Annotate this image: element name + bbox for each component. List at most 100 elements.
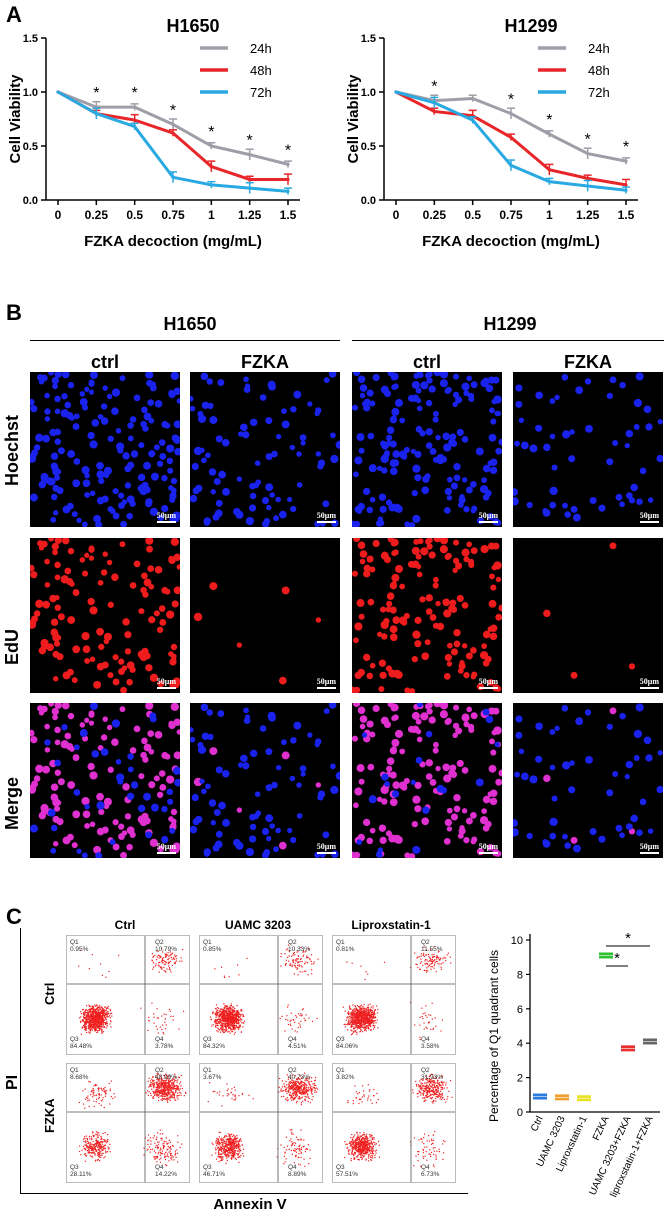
event-dot	[439, 963, 441, 965]
edu-nucleus	[149, 673, 159, 682]
edu-nucleus	[408, 688, 416, 693]
nucleus	[133, 394, 141, 402]
edu-nucleus	[443, 672, 451, 680]
event-dot	[160, 1085, 162, 1087]
nucleus	[379, 505, 387, 513]
event-dot	[442, 962, 444, 964]
event-dot	[367, 973, 369, 975]
event-dot	[99, 1024, 101, 1026]
event-dot	[96, 1143, 98, 1145]
event-dot	[84, 1137, 86, 1140]
event-dot	[433, 955, 436, 958]
nucleus	[192, 487, 200, 495]
nucleus	[455, 396, 463, 404]
event-dot	[97, 1158, 99, 1161]
quadrant-name: Q1	[336, 939, 345, 946]
event-dot	[450, 962, 452, 964]
event-dot	[363, 1003, 365, 1006]
event-dot	[87, 1017, 89, 1019]
event-dot	[360, 1012, 362, 1014]
event-dot	[84, 1149, 86, 1151]
event-dot	[106, 1139, 108, 1141]
event-dot	[346, 1024, 348, 1026]
event-dot	[233, 1033, 235, 1035]
event-dot	[156, 1092, 159, 1094]
event-dot	[164, 1084, 166, 1086]
event-dot	[168, 1008, 171, 1011]
nucleus	[145, 703, 154, 710]
event-dot	[294, 964, 296, 967]
event-dot	[225, 1012, 228, 1014]
nucleus	[300, 440, 306, 446]
x-tick-label: 0.5	[126, 208, 143, 222]
event-dot	[307, 974, 309, 976]
event-dot	[164, 1090, 166, 1092]
event-dot	[367, 1026, 370, 1028]
edu-nucleus	[399, 583, 406, 590]
nucleus	[167, 798, 174, 805]
event-dot	[157, 1079, 160, 1082]
nucleus	[359, 392, 366, 399]
event-dot	[91, 1012, 93, 1014]
nucleus	[98, 477, 105, 485]
event-dot	[87, 1018, 90, 1020]
event-dot	[348, 1023, 351, 1026]
event-dot	[163, 1145, 166, 1147]
event-dot	[101, 1011, 103, 1013]
event-dot	[373, 1011, 375, 1013]
event-dot	[149, 1080, 152, 1082]
event-dot	[155, 959, 158, 961]
nucleus	[30, 729, 35, 737]
nucleus	[30, 785, 37, 794]
event-dot	[93, 1026, 95, 1028]
edu-nucleus	[120, 686, 127, 693]
event-dot	[172, 1093, 174, 1096]
event-dot	[96, 1023, 99, 1025]
nucleus	[518, 748, 525, 755]
event-dot	[94, 1023, 96, 1025]
event-dot	[369, 1017, 371, 1019]
event-dot	[101, 1006, 103, 1008]
event-dot	[292, 961, 294, 963]
event-dot	[217, 1021, 219, 1023]
event-dot	[95, 1016, 97, 1018]
event-dot	[99, 1144, 101, 1146]
event-dot	[173, 958, 175, 960]
edu-nucleus	[82, 570, 89, 577]
nucleus	[414, 450, 422, 458]
event-dot	[422, 954, 424, 956]
event-dot	[235, 1015, 237, 1017]
nucleus	[72, 754, 80, 762]
edu-nucleus	[414, 616, 422, 624]
event-dot	[301, 960, 303, 963]
event-dot	[150, 1094, 152, 1097]
nucleus	[383, 390, 392, 398]
event-dot	[222, 1029, 224, 1031]
event-dot	[440, 966, 442, 968]
edu-nucleus	[359, 558, 366, 565]
event-dot	[167, 959, 169, 961]
event-dot	[352, 1016, 354, 1018]
event-dot	[374, 1017, 377, 1019]
event-dot	[354, 1016, 356, 1018]
event-dot	[94, 1015, 96, 1018]
event-dot	[168, 1085, 170, 1087]
event-dot	[95, 1020, 97, 1023]
nucleus	[161, 805, 168, 813]
edu-nucleus	[37, 540, 44, 547]
nucleus	[69, 415, 75, 421]
nucleus	[122, 783, 130, 791]
event-dot	[292, 964, 294, 966]
nucleus	[296, 782, 302, 788]
nucleus	[127, 766, 134, 773]
event-dot	[101, 1010, 103, 1012]
nucleus	[130, 450, 139, 458]
event-dot	[166, 968, 168, 970]
event-dot	[98, 1006, 100, 1008]
nucleus	[91, 750, 100, 758]
nucleus	[140, 420, 147, 428]
event-dot	[96, 1012, 98, 1014]
event-dot	[99, 1146, 101, 1148]
nucleus	[259, 725, 267, 732]
event-dot	[285, 959, 288, 961]
